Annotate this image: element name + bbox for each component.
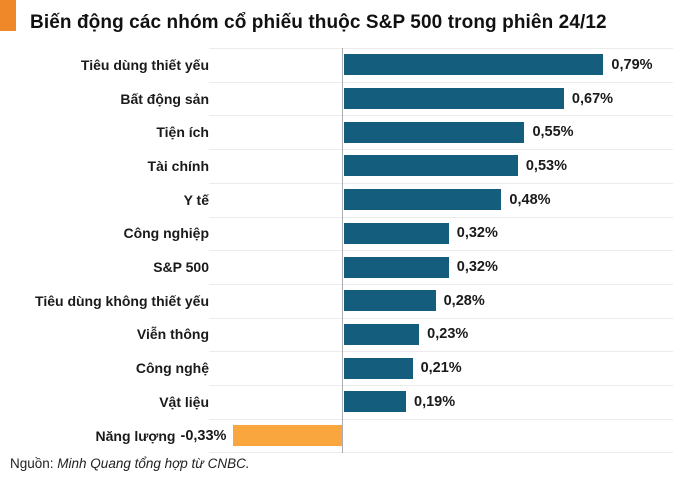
category-bar bbox=[343, 189, 502, 211]
category-bar bbox=[343, 222, 449, 244]
gridline bbox=[209, 182, 673, 184]
gridline bbox=[209, 418, 673, 420]
category-bar bbox=[343, 391, 406, 413]
category-label: Vật liệu bbox=[159, 393, 209, 410]
category-label: Công nghệ bbox=[135, 360, 209, 377]
value-label: 0,79% bbox=[611, 56, 653, 73]
category-label: Tiêu dùng thiết yếu bbox=[80, 56, 209, 73]
category-bar bbox=[343, 357, 413, 379]
value-label: 0,32% bbox=[456, 225, 498, 242]
title-accent-square bbox=[0, 0, 16, 31]
gridline bbox=[209, 250, 673, 252]
category-label: Tiêu dùng không thiết yếu bbox=[35, 292, 209, 309]
source-prefix-label: Nguồn: bbox=[10, 456, 54, 471]
category-bar bbox=[343, 323, 420, 345]
gridline bbox=[209, 351, 673, 353]
category-label: Năng lượng bbox=[95, 427, 176, 444]
gridline bbox=[209, 115, 673, 117]
value-label: 0,67% bbox=[571, 90, 614, 107]
source-credit-text: Minh Quang tổng hợp từ CNBC. bbox=[53, 456, 250, 471]
gridline bbox=[209, 283, 673, 285]
category-label: Bất động sản bbox=[120, 90, 209, 107]
category-bar bbox=[233, 425, 342, 447]
value-label: 0,32% bbox=[456, 259, 498, 276]
zero-axis-line bbox=[341, 48, 343, 453]
gridline bbox=[209, 48, 673, 49]
category-label: Viễn thông bbox=[136, 326, 209, 343]
value-label: -0,33% bbox=[180, 427, 227, 444]
chart-title: Biến động các nhóm cổ phiếu thuộc S&P 50… bbox=[30, 12, 607, 33]
gridline bbox=[209, 149, 673, 151]
bar-chart: Tiêu dùng thiết yếu 0,79% Bất động sản 0,67… bbox=[0, 48, 700, 454]
category-label: S&P 500 bbox=[153, 259, 209, 276]
value-label: 0,21% bbox=[420, 360, 462, 377]
gridline bbox=[209, 385, 673, 386]
category-bar bbox=[343, 54, 604, 76]
category-bar bbox=[343, 155, 518, 177]
category-label: Y tế bbox=[183, 191, 209, 208]
value-label: 0,55% bbox=[532, 124, 574, 141]
gridline bbox=[209, 317, 673, 319]
category-bar bbox=[343, 256, 449, 278]
negative-label-group: Năng lượng -0,33% bbox=[96, 419, 227, 453]
category-label: Công nghiệp bbox=[123, 225, 209, 242]
value-label: 0,48% bbox=[509, 191, 551, 208]
category-bar bbox=[343, 121, 525, 143]
value-label: 0,28% bbox=[443, 292, 485, 309]
source-note: Nguồn: Minh Quang tổng hợp từ CNBC. bbox=[10, 456, 250, 471]
gridline bbox=[209, 452, 673, 454]
category-bar bbox=[343, 88, 564, 110]
category-bar bbox=[343, 290, 436, 312]
category-label: Tiện ích bbox=[156, 124, 209, 141]
value-label: 0,53% bbox=[525, 157, 567, 174]
category-label: Tài chính bbox=[147, 157, 209, 174]
gridline bbox=[209, 216, 673, 218]
gridline bbox=[209, 81, 673, 83]
value-label: 0,19% bbox=[414, 393, 456, 410]
value-label: 0,23% bbox=[427, 326, 469, 343]
